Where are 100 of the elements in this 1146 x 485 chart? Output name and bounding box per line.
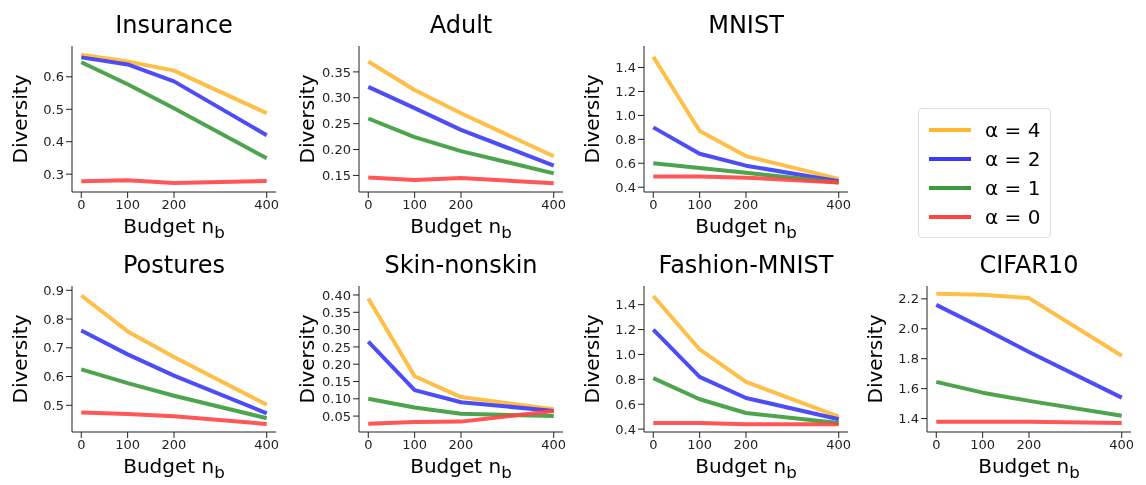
line-series — [366, 59, 556, 159]
y-tick-label: 0.6 — [615, 155, 636, 171]
y-tick-label: 0.20 — [322, 356, 351, 372]
y-tick-label: 0.6 — [615, 396, 636, 412]
y-tick-label: 0.30 — [322, 322, 351, 338]
line-series — [366, 84, 556, 168]
x-tick-label: 0 — [649, 197, 658, 213]
x-tick-label: 0 — [77, 437, 86, 453]
y-tick-label: 1.4 — [615, 60, 636, 76]
x-tick-label: 0 — [649, 437, 658, 453]
y-tick-label: 2.2 — [898, 291, 919, 307]
y-tick-label: 0.8 — [43, 311, 64, 327]
chart-title: MNIST — [707, 10, 785, 41]
x-tick-label: 100 — [402, 437, 428, 453]
x-axis-title: Budget n$_{b}$ — [694, 214, 798, 244]
line-series — [79, 410, 269, 426]
x-axis-title: Budget n$_{b}$ — [977, 454, 1081, 484]
chart-title: Adult — [428, 10, 494, 41]
y-tick-label: 0.4 — [615, 421, 636, 437]
y-tick-label: 0.4 — [43, 134, 64, 150]
y-tick-label: 0.15 — [322, 168, 351, 184]
line-series — [934, 302, 1124, 400]
chart-title: Postures — [121, 250, 226, 281]
line-series — [651, 293, 841, 419]
x-tick-label: 100 — [970, 437, 996, 453]
y-tick-label: 0.6 — [43, 369, 64, 385]
chart-title: Skin-nonskin — [383, 250, 539, 281]
x-tick-label: 100 — [687, 437, 713, 453]
y-tick-label: 1.2 — [615, 322, 636, 338]
x-tick-label: 0 — [364, 437, 373, 453]
x-tick-label: 400 — [254, 197, 280, 213]
y-axis-title: Diversity — [580, 74, 605, 164]
chart-title: Insurance — [114, 10, 234, 41]
y-axis-title: Diversity — [295, 314, 320, 404]
y-tick-label: 0.3 — [43, 166, 64, 182]
y-tick-label: 1.4 — [898, 411, 919, 427]
line-series — [79, 367, 269, 421]
y-tick-label: 0.5 — [43, 101, 64, 117]
y-tick-label: 0.9 — [43, 282, 64, 298]
y-tick-label: 1.2 — [615, 84, 636, 100]
line-series — [79, 293, 269, 407]
line-series — [366, 116, 556, 176]
line-series — [79, 55, 269, 138]
y-tick-label: 0.7 — [43, 340, 64, 356]
line-series — [651, 54, 841, 181]
y-tick-label: 1.6 — [898, 381, 919, 397]
y-tick-label: 0.05 — [322, 408, 351, 424]
chart-title: CIFAR10 — [978, 250, 1080, 281]
line-series — [366, 408, 556, 426]
legend-label: α = 4 — [985, 117, 1041, 142]
x-tick-label: 400 — [826, 197, 852, 213]
y-tick-label: 0.25 — [322, 116, 351, 132]
x-tick-label: 200 — [448, 437, 474, 453]
x-tick-label: 200 — [733, 437, 759, 453]
legend-label: α = 1 — [985, 175, 1041, 200]
line-series — [651, 327, 841, 422]
x-tick-label: 100 — [402, 197, 428, 213]
y-tick-label: 0.6 — [43, 69, 64, 85]
x-axis-title: Budget n$_{b}$ — [409, 214, 513, 244]
y-tick-label: 1.0 — [615, 347, 636, 363]
y-tick-label: 0.40 — [322, 287, 351, 303]
y-axis-title: Diversity — [295, 74, 320, 164]
x-axis-title: Budget n$_{b}$ — [409, 454, 513, 484]
chart-title: Fashion-MNIST — [657, 250, 835, 281]
y-tick-label: 0.15 — [322, 374, 351, 390]
x-tick-label: 200 — [448, 197, 474, 213]
legend-label: α = 2 — [985, 146, 1041, 171]
x-tick-label: 100 — [115, 197, 141, 213]
y-tick-label: 0.35 — [322, 304, 351, 320]
y-tick-label: 0.35 — [322, 64, 351, 80]
y-axis-title: Diversity — [580, 314, 605, 404]
line-series — [79, 328, 269, 416]
line-series — [366, 296, 556, 412]
y-tick-label: 0.30 — [322, 90, 351, 106]
x-tick-label: 400 — [541, 197, 567, 213]
x-tick-label: 200 — [1016, 437, 1042, 453]
y-tick-label: 0.25 — [322, 339, 351, 355]
x-tick-label: 200 — [733, 197, 759, 213]
line-series — [934, 291, 1124, 358]
y-tick-label: 0.4 — [615, 179, 636, 195]
x-axis-title: Budget n$_{b}$ — [122, 214, 226, 244]
x-axis-title: Budget n$_{b}$ — [694, 454, 798, 484]
line-series — [79, 60, 269, 161]
y-tick-label: 0.8 — [615, 131, 636, 147]
x-tick-label: 100 — [115, 437, 141, 453]
x-tick-label: 0 — [932, 437, 941, 453]
y-tick-label: 1.0 — [615, 108, 636, 124]
x-tick-label: 400 — [1109, 437, 1135, 453]
x-tick-label: 400 — [254, 437, 280, 453]
x-tick-label: 100 — [687, 197, 713, 213]
y-tick-label: 0.8 — [615, 371, 636, 387]
x-tick-label: 400 — [541, 437, 567, 453]
legend-label: α = 0 — [985, 204, 1041, 229]
line-series — [79, 52, 269, 116]
y-tick-label: 2.0 — [898, 321, 919, 337]
y-tick-label: 0.10 — [322, 391, 351, 407]
y-axis-title: Diversity — [8, 74, 33, 164]
line-series — [651, 376, 841, 425]
x-axis-title: Budget n$_{b}$ — [122, 454, 226, 484]
x-tick-label: 400 — [826, 437, 852, 453]
